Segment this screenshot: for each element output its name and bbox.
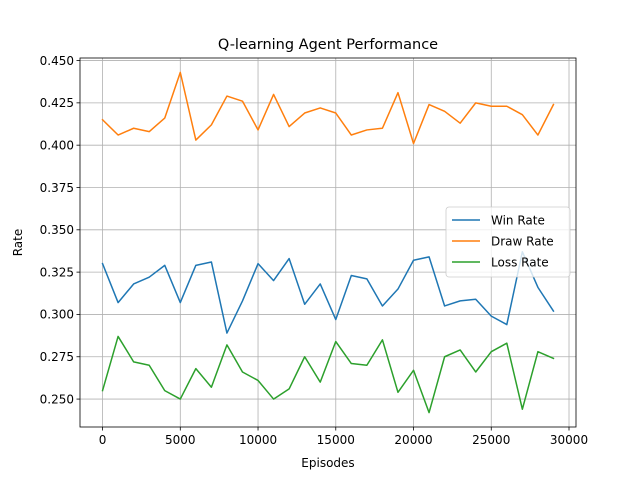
y-tick-label: 0.250	[40, 392, 74, 406]
y-tick-label: 0.300	[40, 308, 74, 322]
x-tick-label: 0	[99, 433, 107, 447]
plot-frame	[79, 57, 577, 428]
axis-ticks: 0 5000 10000 15000 20000 25000 30000 0.250 0.275…	[40, 54, 588, 447]
y-tick-label: 0.375	[40, 181, 74, 195]
series-line-win-rate	[101, 251, 555, 334]
x-tick-label: 25000	[472, 433, 510, 447]
x-tick-label: 15000	[317, 433, 355, 447]
y-tick-label: 0.450	[40, 54, 74, 68]
legend-entry-label: Loss Rate	[491, 256, 549, 270]
x-tick-label: 30000	[550, 433, 588, 447]
chart-title: Q-learning Agent Performance	[218, 37, 438, 53]
y-tick-label: 0.325	[40, 265, 74, 279]
y-tick-label: 0.350	[40, 223, 74, 237]
legend-box	[445, 206, 571, 278]
plot-lines	[101, 71, 555, 414]
y-tick-label: 0.400	[40, 138, 74, 152]
y-tick-label: 0.425	[40, 96, 74, 110]
legend: Win Rate Draw Rate Loss Rate	[445, 206, 571, 278]
x-tick-label: 10000	[239, 433, 277, 447]
series-line-draw-rate	[101, 71, 555, 145]
legend-entry-label: Win Rate	[491, 214, 545, 228]
x-axis-label: Episodes	[301, 456, 354, 470]
legend-entry-label: Draw Rate	[491, 235, 554, 249]
x-tick-label: 5000	[165, 433, 196, 447]
y-tick-label: 0.275	[40, 350, 74, 364]
series-line-loss-rate	[101, 335, 555, 414]
x-tick-label: 20000	[394, 433, 432, 447]
y-axis-label: Rate	[11, 229, 25, 257]
